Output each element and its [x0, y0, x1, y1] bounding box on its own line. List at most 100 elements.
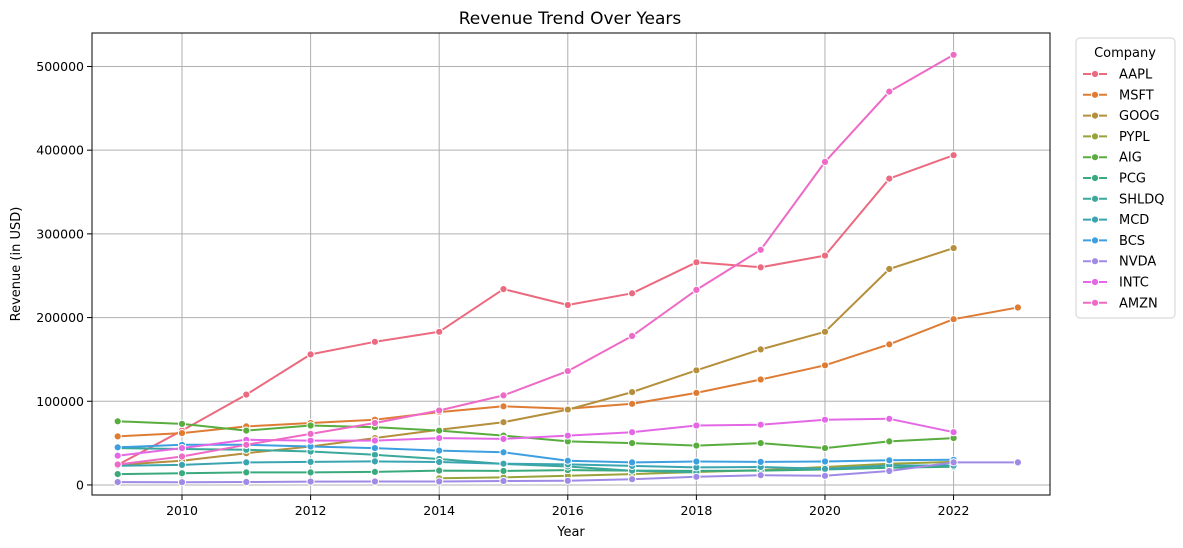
data-point-intc: [885, 414, 894, 423]
data-point-msft: [820, 361, 830, 370]
data-point-bcs: [435, 446, 444, 455]
data-point-amzn: [885, 87, 894, 96]
data-point-nvda: [177, 478, 187, 487]
legend-item-bcs: BCS: [1083, 234, 1145, 249]
legend-items: AAPL MSFT GOOG PYPL AIG PCG SHLDQ MCD BCS NVDA INT…: [1083, 68, 1165, 311]
data-point-bcs: [628, 458, 637, 467]
data-point-aig: [177, 419, 187, 428]
data-point-aig: [242, 426, 251, 435]
y-tick-label: 100000: [36, 394, 84, 409]
series-bcs: [113, 440, 958, 467]
legend-item-aapl: AAPL: [1083, 68, 1153, 83]
data-point-amzn: [370, 418, 379, 428]
data-point-amzn: [113, 460, 122, 469]
data-point-amzn: [499, 391, 508, 400]
data-point-nvda: [628, 475, 637, 484]
data-point-intc: [435, 434, 444, 443]
data-point-bcs: [113, 443, 122, 452]
legend-label: INTC: [1119, 276, 1149, 291]
data-point-aig: [692, 441, 701, 450]
series-nvda: [113, 458, 1023, 487]
data-point-intc: [499, 434, 508, 443]
data-point-amzn: [306, 429, 315, 438]
data-point-intc: [306, 436, 315, 445]
legend-marker: [1090, 69, 1100, 79]
data-point-nvda: [113, 478, 122, 487]
legend-label: AIG: [1119, 151, 1142, 166]
series-line-mcd: [117, 460, 954, 470]
series-line-bcs: [117, 443, 954, 464]
data-point-msft: [692, 388, 701, 397]
data-point-amzn: [820, 157, 830, 166]
data-point-bcs: [499, 448, 508, 457]
data-point-aapl: [820, 251, 830, 260]
data-point-mcd: [306, 457, 315, 466]
data-point-aig: [306, 421, 315, 430]
legend-label: NVDA: [1119, 255, 1156, 270]
data-point-intc: [949, 428, 958, 437]
legend-item-goog: GOOG: [1083, 109, 1160, 124]
data-point-msft: [949, 315, 958, 324]
legend-label: PCG: [1119, 172, 1146, 187]
data-point-nvda: [563, 476, 572, 485]
data-point-aapl: [949, 151, 958, 160]
legend-label: AAPL: [1119, 68, 1153, 83]
series-line-amzn: [117, 53, 955, 466]
legend-item-mcd: MCD: [1083, 213, 1149, 228]
legend-label: MSFT: [1119, 88, 1154, 103]
y-tick-label: 400000: [36, 143, 84, 158]
data-point-intc: [177, 444, 187, 453]
data-point-mcd: [435, 457, 444, 467]
data-point-msft: [499, 402, 508, 411]
data-point-bcs: [563, 456, 572, 465]
data-point-amzn: [435, 406, 444, 415]
data-point-mcd: [499, 459, 508, 468]
x-tick-label: 2010: [166, 503, 198, 518]
x-tick-label: 2022: [938, 503, 970, 518]
data-point-msft: [885, 340, 894, 349]
series-line-aig: [117, 420, 954, 450]
data-point-aapl: [563, 300, 572, 310]
data-point-amzn: [628, 331, 637, 341]
series-intc: [113, 414, 958, 460]
legend-label: MCD: [1119, 213, 1149, 228]
legend-marker: [1090, 153, 1100, 162]
data-point-msft: [628, 399, 637, 408]
x-tick-label: 2012: [295, 503, 327, 518]
axis-ticks: 2010 2012 2014 2016 2018 2020 2022 0 100000 20000…: [36, 59, 969, 518]
data-point-aapl: [242, 390, 251, 399]
data-point-msft: [177, 429, 187, 438]
legend-item-aig: AIG: [1083, 151, 1142, 166]
data-point-intc: [628, 428, 637, 437]
series-amzn: [113, 50, 958, 469]
data-point-bcs: [370, 444, 379, 453]
data-point-aapl: [692, 258, 701, 267]
legend-box: [1075, 37, 1176, 319]
series-line-shldq: [117, 447, 697, 474]
data-point-pcg: [177, 469, 187, 478]
data-point-nvda: [499, 476, 508, 486]
data-point-aapl: [499, 285, 508, 294]
data-point-msft: [756, 375, 765, 384]
legend-label: BCS: [1119, 234, 1145, 249]
data-point-pcg: [370, 467, 379, 476]
data-point-aapl: [628, 289, 637, 298]
x-tick-label: 2014: [423, 503, 455, 518]
y-tick-label: 500000: [36, 59, 84, 74]
data-point-msft: [1013, 303, 1023, 312]
legend-marker: [1090, 215, 1100, 224]
legend-item-shldq: SHLDQ: [1083, 192, 1165, 207]
x-axis-label: Year: [556, 525, 585, 540]
legend-title: Company: [1094, 46, 1156, 61]
data-point-mcd: [370, 457, 379, 466]
data-point-goog: [692, 366, 701, 375]
data-point-goog: [756, 345, 765, 354]
data-point-aig: [628, 439, 637, 448]
data-point-nvda: [370, 477, 379, 486]
legend-item-pcg: PCG: [1083, 172, 1146, 187]
plot-frame: [91, 32, 1051, 496]
legend: Company AAPL MSFT GOOG PYPL AIG PCG SHLDQ MCD BC…: [1075, 37, 1176, 319]
series-group: [113, 50, 1023, 487]
data-point-aapl: [756, 263, 765, 272]
series-aapl: [113, 151, 958, 469]
